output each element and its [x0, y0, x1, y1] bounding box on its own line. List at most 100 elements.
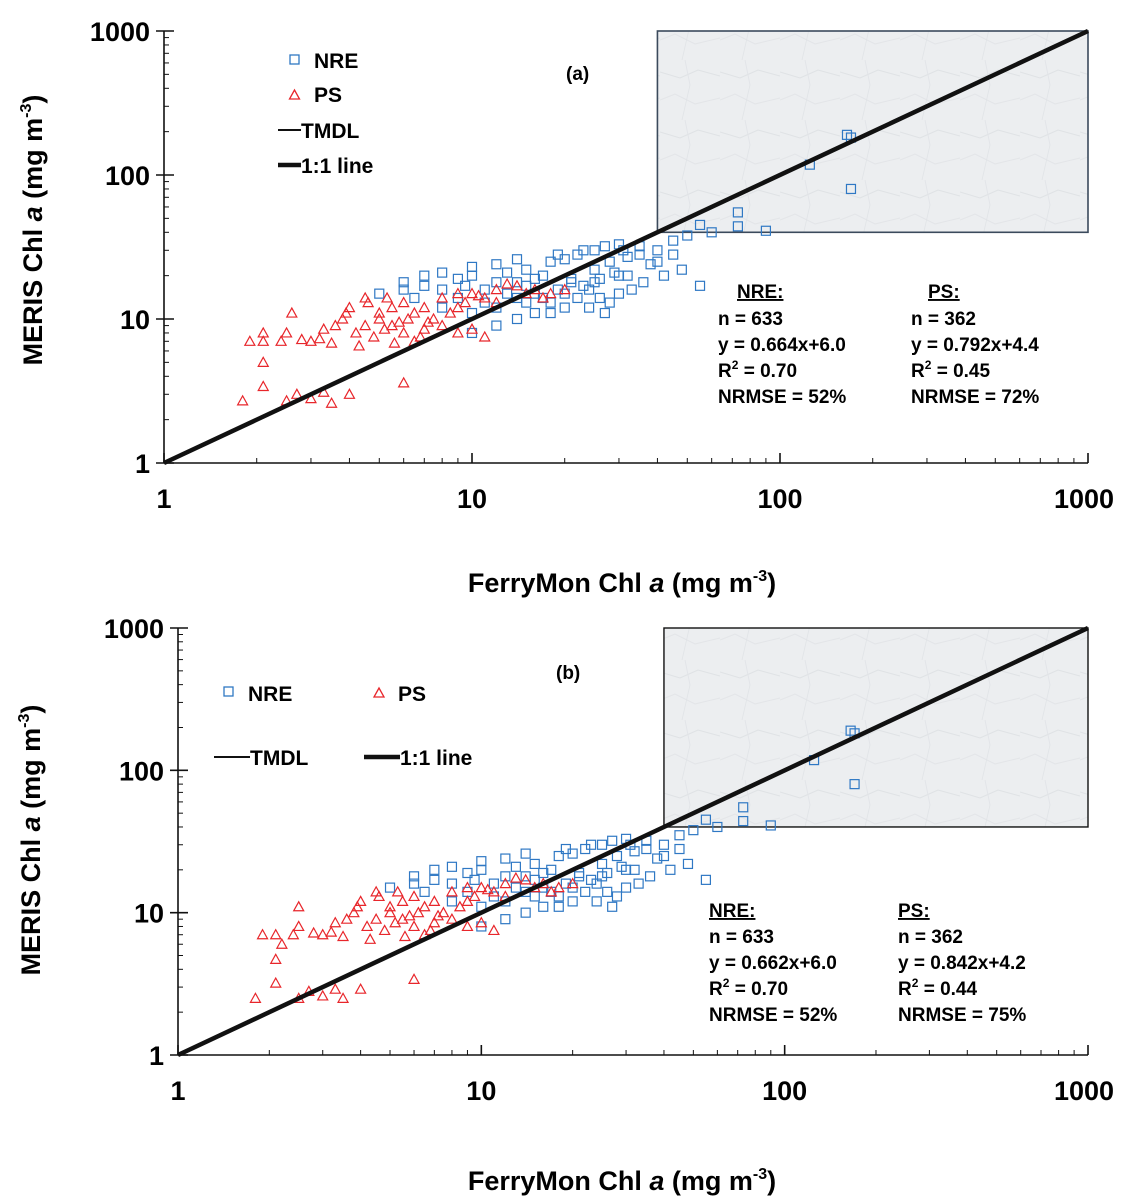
nre-point: [584, 284, 595, 295]
legend-one-to-one-label: 1:1 line: [301, 155, 373, 178]
ps-point: [472, 289, 485, 301]
nre-point: [604, 256, 615, 267]
y-tick-label: 1: [149, 1041, 164, 1071]
nre-point: [665, 864, 676, 875]
ps-point: [428, 895, 441, 906]
nre-point: [545, 307, 556, 319]
nre-point: [501, 288, 513, 299]
nre-point: [520, 848, 531, 859]
x-tick-labels: 1 10 100 1000: [170, 1076, 1114, 1106]
ps-point: [393, 315, 406, 327]
nre-point: [694, 219, 706, 231]
ps-point: [436, 291, 449, 303]
nre-point: [545, 256, 556, 267]
y-tick-label: 10: [120, 305, 150, 335]
x-tick-labels: 1 10 100 1000: [156, 484, 1114, 514]
nre-point: [765, 820, 776, 831]
nre-point: [694, 280, 706, 291]
nre-point: [607, 835, 618, 846]
ps-point: [313, 332, 326, 344]
ps-point: [275, 335, 288, 346]
one-to-one-line: [163, 28, 1089, 466]
nre-point: [560, 843, 571, 855]
nre-point: [613, 288, 625, 299]
ps-point: [408, 890, 421, 902]
nre-point: [384, 882, 396, 893]
nre-point: [573, 871, 585, 882]
ps-point: [437, 906, 450, 918]
nre-stats-r2: R2 = 0.70: [718, 358, 797, 382]
legend-nre-marker: [223, 686, 234, 697]
nre-point: [419, 270, 430, 281]
ps-point: [384, 906, 397, 918]
nre-point: [408, 871, 420, 882]
ps-point: [336, 312, 349, 324]
nre-point: [668, 249, 679, 260]
nre-point: [658, 270, 670, 281]
nre-point: [645, 259, 656, 270]
ps-stats-r2: R2 = 0.45: [911, 358, 990, 382]
ps-point: [329, 982, 342, 994]
nre-point: [682, 230, 693, 241]
ps-point: [325, 397, 338, 408]
nre-point: [446, 861, 458, 872]
y-minor-ticks: [178, 634, 183, 1013]
ps-point: [432, 909, 445, 921]
legend: NRE PS TMDL 1:1 line: [278, 50, 373, 178]
ps-point: [418, 301, 431, 313]
ps-point: [257, 326, 270, 338]
ps-point: [402, 312, 415, 324]
ps-point: [422, 315, 435, 327]
ps-point: [397, 326, 410, 338]
nre-stats-r2: R2 = 0.70: [709, 976, 788, 1000]
ps-point: [408, 920, 421, 932]
ps-point: [236, 394, 249, 406]
ps-point: [478, 330, 491, 342]
nre-stats-title: NRE:: [737, 282, 783, 303]
ps-point: [386, 301, 399, 313]
nre-point: [538, 901, 549, 912]
ps-point: [292, 900, 305, 912]
nre-point: [529, 307, 540, 319]
ps-point: [481, 883, 494, 895]
nre-stats-n: n = 633: [718, 309, 783, 330]
x-tick-label: 1: [156, 484, 171, 514]
ps-point: [378, 924, 391, 936]
ps-point: [329, 916, 342, 928]
ps-point: [354, 895, 367, 906]
nre-point: [676, 264, 687, 275]
ps-series: [236, 277, 571, 408]
y-tick-labels: 1 10 100 1000: [90, 17, 150, 479]
ps-point: [343, 388, 356, 399]
nre-point: [546, 864, 557, 875]
nre-point: [529, 858, 540, 870]
nre-point: [658, 850, 670, 862]
nre-point: [578, 280, 589, 291]
ps-point: [451, 326, 464, 338]
x-axis-title: FerryMon Chl a (mg m-3): [468, 1166, 776, 1196]
nre-point: [409, 292, 420, 304]
ps-point: [475, 916, 488, 928]
ps-point: [389, 916, 402, 928]
ps-point: [397, 296, 410, 308]
nre-point: [479, 297, 490, 308]
ps-stats: PS: n = 362 y = 0.792x+4.4 R2 = 0.45 NRM…: [911, 282, 1039, 408]
nre-point: [591, 896, 602, 907]
y-minor-ticks: [164, 37, 169, 421]
ps-point: [398, 930, 411, 942]
nre-point: [668, 235, 679, 246]
nre-stats-n: n = 633: [709, 927, 774, 948]
x-tick-label: 1000: [1054, 1076, 1114, 1106]
ps-point: [461, 881, 474, 893]
nre-point: [596, 839, 608, 850]
nre-point: [374, 288, 385, 299]
ps-point: [353, 339, 366, 351]
x-major-ticks: [163, 453, 1089, 463]
nre-stats-nrmse: NRMSE = 52%: [709, 1005, 837, 1026]
legend-nre-marker: [289, 54, 300, 65]
ps-point: [445, 912, 458, 924]
x-tick-label: 1: [170, 1076, 185, 1106]
ps-point: [304, 392, 317, 404]
nre-point: [596, 858, 608, 870]
